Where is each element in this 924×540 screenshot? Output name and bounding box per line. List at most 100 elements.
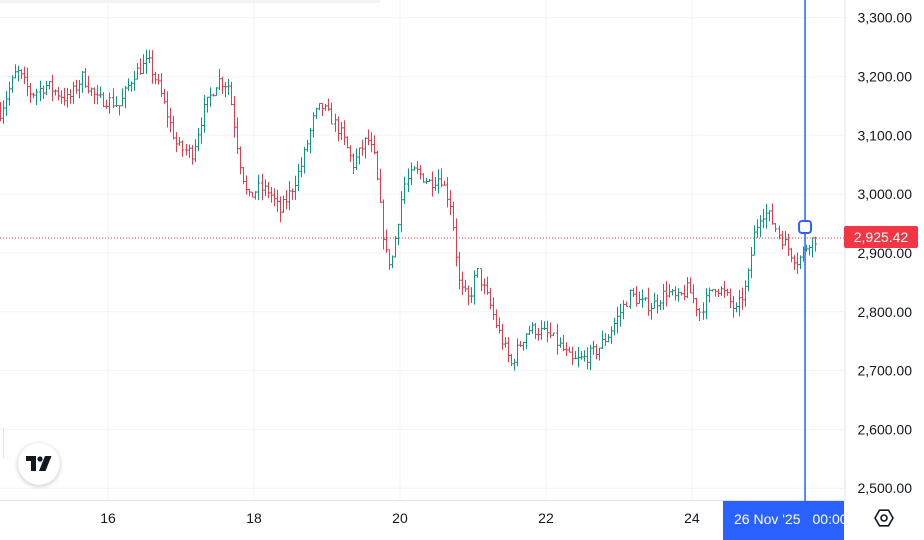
candle-164 bbox=[498, 317, 501, 334]
candle-202 bbox=[613, 317, 616, 336]
candle-237 bbox=[720, 286, 723, 296]
candle-87 bbox=[264, 179, 267, 197]
candle-178 bbox=[540, 320, 543, 340]
candle-121 bbox=[367, 129, 370, 146]
candle-80 bbox=[242, 166, 245, 185]
candle-108 bbox=[327, 98, 330, 111]
candle-143 bbox=[434, 177, 437, 191]
candle-250 bbox=[759, 215, 762, 238]
candle-104 bbox=[315, 107, 318, 120]
candle-119 bbox=[361, 139, 364, 156]
candle-152 bbox=[461, 271, 464, 296]
candle-128 bbox=[388, 249, 391, 270]
candle-3 bbox=[8, 81, 11, 106]
candle-10 bbox=[29, 83, 32, 104]
candle-74 bbox=[224, 81, 227, 98]
candle-197 bbox=[598, 347, 601, 361]
candle-47 bbox=[142, 54, 145, 74]
chart-settings-button[interactable] bbox=[872, 506, 896, 530]
candle-194 bbox=[589, 344, 592, 371]
candle-227 bbox=[689, 277, 692, 294]
tradingview-logo-button[interactable] bbox=[18, 443, 60, 485]
last-price-label: 2,925.42 bbox=[844, 226, 918, 248]
crosshair-date-label: 26 Nov '25 00:00 bbox=[723, 501, 844, 540]
candle-153 bbox=[464, 279, 467, 292]
candle-212 bbox=[644, 297, 647, 301]
candle-183 bbox=[556, 324, 559, 355]
candle-11 bbox=[32, 92, 35, 99]
candle-218 bbox=[662, 283, 665, 310]
candle-184 bbox=[559, 337, 562, 348]
candle-149 bbox=[452, 201, 455, 231]
time-tick-label: 22 bbox=[538, 510, 554, 526]
crosshair-marker[interactable] bbox=[798, 220, 813, 235]
candle-115 bbox=[349, 145, 352, 162]
candle-259 bbox=[787, 233, 790, 256]
candle-160 bbox=[486, 276, 489, 295]
candle-205 bbox=[622, 300, 625, 320]
candle-170 bbox=[516, 338, 519, 367]
candle-161 bbox=[489, 287, 492, 310]
crosshair-date-text: 26 Nov '25 bbox=[734, 511, 801, 527]
candle-187 bbox=[568, 346, 571, 353]
candle-86 bbox=[261, 173, 264, 201]
candle-251 bbox=[762, 208, 765, 228]
candle-76 bbox=[230, 81, 233, 106]
candle-90 bbox=[273, 188, 276, 207]
candle-186 bbox=[565, 342, 568, 357]
candle-136 bbox=[413, 166, 416, 171]
candle-127 bbox=[385, 229, 388, 253]
candle-135 bbox=[410, 162, 413, 185]
candle-40 bbox=[121, 88, 124, 107]
candle-9 bbox=[26, 67, 29, 97]
candle-88 bbox=[267, 181, 270, 199]
candle-208 bbox=[632, 288, 635, 298]
candle-248 bbox=[753, 225, 756, 256]
candle-141 bbox=[428, 178, 431, 183]
candle-204 bbox=[619, 303, 622, 327]
candle-122 bbox=[370, 132, 373, 153]
candle-245 bbox=[744, 280, 747, 307]
candle-138 bbox=[419, 165, 422, 180]
candle-64 bbox=[194, 139, 197, 163]
candle-78 bbox=[236, 117, 239, 155]
candle-175 bbox=[531, 322, 534, 334]
candle-70 bbox=[212, 93, 215, 97]
candle-148 bbox=[449, 190, 452, 216]
candle-190 bbox=[577, 347, 580, 368]
candle-96 bbox=[291, 188, 294, 200]
candle-42 bbox=[127, 78, 130, 91]
candle-92 bbox=[279, 196, 282, 223]
candle-55 bbox=[166, 91, 169, 128]
candle-221 bbox=[671, 289, 674, 296]
candle-211 bbox=[641, 289, 644, 308]
candle-230 bbox=[698, 308, 701, 321]
candle-73 bbox=[221, 76, 224, 94]
candle-2 bbox=[5, 91, 8, 117]
candle-213 bbox=[647, 287, 650, 316]
left-panel-edge bbox=[0, 428, 4, 458]
candle-15 bbox=[45, 80, 48, 96]
candle-169 bbox=[513, 358, 516, 371]
candle-71 bbox=[215, 87, 218, 97]
candle-18 bbox=[54, 89, 57, 96]
candle-66 bbox=[200, 117, 203, 144]
candle-8 bbox=[23, 66, 26, 85]
candle-240 bbox=[729, 288, 732, 309]
candle-215 bbox=[653, 292, 656, 310]
candle-132 bbox=[400, 191, 403, 233]
top-toolbar-edge bbox=[0, 0, 380, 3]
candle-260 bbox=[790, 247, 793, 263]
candle-142 bbox=[431, 171, 434, 197]
candle-48 bbox=[145, 49, 148, 75]
last-price-value: 2,925.42 bbox=[853, 229, 909, 245]
candle-256 bbox=[778, 225, 781, 240]
candle-188 bbox=[571, 346, 574, 366]
candle-41 bbox=[124, 86, 127, 109]
candle-207 bbox=[629, 289, 632, 309]
candle-257 bbox=[781, 230, 784, 250]
candle-179 bbox=[543, 321, 546, 330]
candle-182 bbox=[552, 332, 555, 337]
candle-43 bbox=[130, 81, 133, 92]
